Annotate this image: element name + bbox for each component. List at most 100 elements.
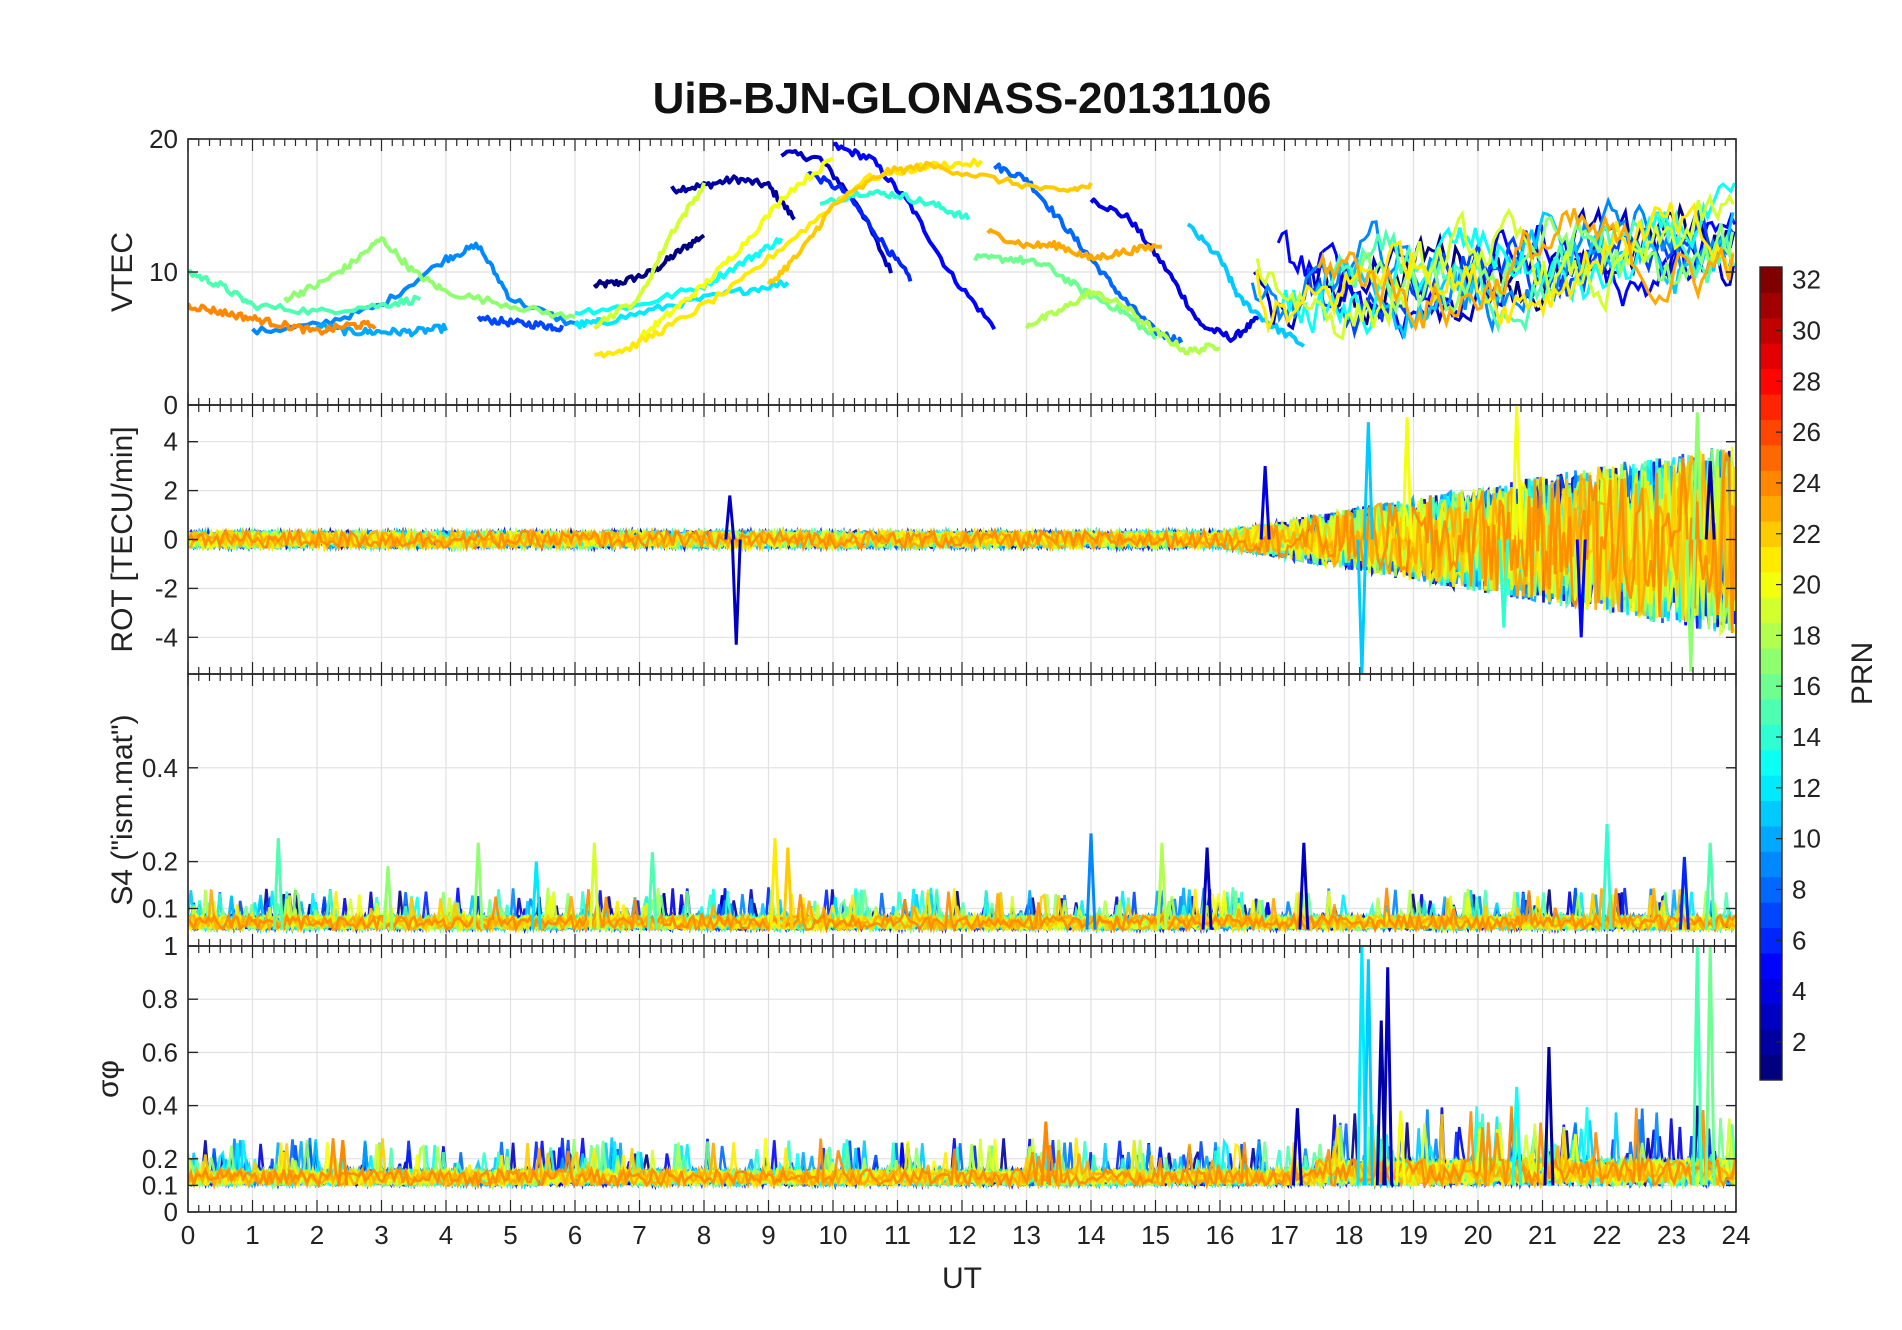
y-tick-label: 0.1 [142,893,178,923]
s4-spike-prn-21 [769,838,781,930]
vtec-series-prn-9 [251,241,576,336]
vtec-series-prn-17 [283,236,576,321]
s4-spike-prn-22 [782,847,794,930]
s4-spike-prn-6 [1678,856,1690,930]
y-tick-label: -4 [155,622,178,652]
colorbar-swatch [1760,673,1782,700]
y-tick-label: 0.2 [142,1144,178,1174]
x-tick-label: 1 [245,1220,259,1250]
x-tick-label: 24 [1722,1220,1751,1250]
rot-spike-prn-20 [1511,405,1523,540]
vtec-series-prn-6 [806,171,913,282]
colorbar-swatch [1760,800,1782,827]
rot-spike-prn-17 [1691,412,1703,540]
colorbar-swatch [1760,825,1782,852]
colorbar-swatch [1760,597,1782,624]
colorbar-swatch [1760,444,1782,471]
colorbar-tick-label: 30 [1792,316,1821,346]
s4-spike-prn-9 [1085,833,1097,930]
vtec-series-prn-4 [1089,197,1260,343]
colorbar-swatch [1760,368,1782,395]
colorbar-swatch [1760,902,1782,929]
colorbar-tick-label: 12 [1792,773,1821,803]
x-tick-label: 20 [1464,1220,1493,1250]
rot-spike-prn-14 [1498,539,1510,628]
colorbar-tick-label: 18 [1792,620,1821,650]
x-tick-label: 4 [439,1220,453,1250]
x-tick-label: 7 [632,1220,646,1250]
s4-spike-prn-3 [1298,842,1310,930]
colorbar-tick-label: 8 [1792,874,1806,904]
vtec-series-prn-5 [832,141,997,331]
colorbar-label: PRN [1846,642,1879,705]
sigma_phi-spike-prn-15 [1691,946,1703,1186]
s4-series-prn-24 [188,887,1736,934]
rot-series-prn-23 [188,449,1736,616]
x-tick-label: 18 [1335,1220,1364,1250]
sigma_phi-spike-prn-2 [1375,1020,1387,1186]
panel-rot-data [188,405,1736,674]
vtec-series-prn-12 [573,279,790,330]
s4-spike-prn-15 [272,838,284,930]
panel-rot: -4 -2 0 2 4 ROT [TECU/min] [106,404,1737,675]
colorbar-tick-label: 28 [1792,366,1821,396]
y-tick-label: 0.4 [142,753,178,783]
colorbar-swatch [1760,521,1782,547]
colorbar-swatch [1760,292,1782,319]
colorbar-tick-label: 24 [1792,468,1821,498]
x-tick-label: 14 [1077,1220,1106,1250]
x-tick-label: 17 [1270,1220,1299,1250]
colorbar-swatch [1760,622,1782,649]
y-tick-label: 0.4 [142,1091,178,1121]
vtec-series-prn-24 [188,302,377,336]
vtec-series-prn-20 [637,156,834,343]
x-tick-label: 23 [1657,1220,1686,1250]
sigma_phi-spike-prn-2 [1543,1047,1555,1186]
sigma_phi-spike-prn-11 [1362,959,1374,1186]
vtec-series-prn-15 [188,269,421,316]
colorbar-tick-label: 14 [1792,722,1821,752]
y-tick-label: 20 [149,124,178,154]
x-tick-label: 3 [374,1220,388,1250]
sigma_phi-spike-prn-24 [337,1140,349,1186]
vtec-series-prn-16 [973,253,1158,341]
vtec-series-prn-7 [476,314,564,333]
colorbar-swatch [1760,698,1782,725]
rot-spike-prn-20 [1401,417,1413,540]
vtec-noise-prn-19 [1255,192,1735,341]
colorbar-swatch [1760,927,1782,954]
vtec-noise-prn-23 [1317,208,1735,333]
colorbar-swatch [1760,495,1782,522]
panel-s4: 0.1 0.2 0.4S4 ("ism.mat") [106,673,1737,947]
colorbar-swatch [1760,419,1782,446]
sigma_phi-spike-prn-13 [1511,1086,1523,1186]
colorbar-swatch [1760,1003,1782,1030]
y-tick-label: 0.8 [142,984,178,1014]
y-tick-label: -2 [155,573,178,603]
panel-sigma_phi-data [188,946,1736,1191]
sigma_phi-spike-prn-3 [1382,967,1394,1186]
colorbar-swatch [1760,648,1782,674]
sigma_phi-spike-prn-16 [1704,946,1716,1186]
y-axis-label-vtec: VTEC [106,232,139,312]
y-tick-label: 4 [164,427,178,457]
s4-spike-prn-14 [1601,824,1613,930]
colorbar-swatch [1760,394,1782,420]
rot-series-prn-24 [188,452,1736,634]
x-tick-label: 21 [1528,1220,1557,1250]
s4-spike-prn-3 [1201,847,1213,930]
vtec-series-prn-23 [986,228,1162,262]
x-tick-label: 12 [948,1220,977,1250]
chart-title: UiB-BJN-GLONASS-20131106 [653,74,1272,123]
s4-spike-prn-17 [472,842,484,930]
y-tick-label: 0.6 [142,1037,178,1067]
y-tick-label: 0 [164,390,178,420]
colorbar-swatch [1760,571,1782,598]
rot-spike-prn-11 [1362,422,1374,540]
vtec-series-prn-11 [1186,222,1305,348]
x-tick-labels: 0 1 2 3 4 5 6 7 8 9 10 11 12 13 14 15 16 17 18 19 20 21 22 23 24 [181,1220,1751,1250]
colorbar-tick-label: 10 [1792,824,1821,854]
